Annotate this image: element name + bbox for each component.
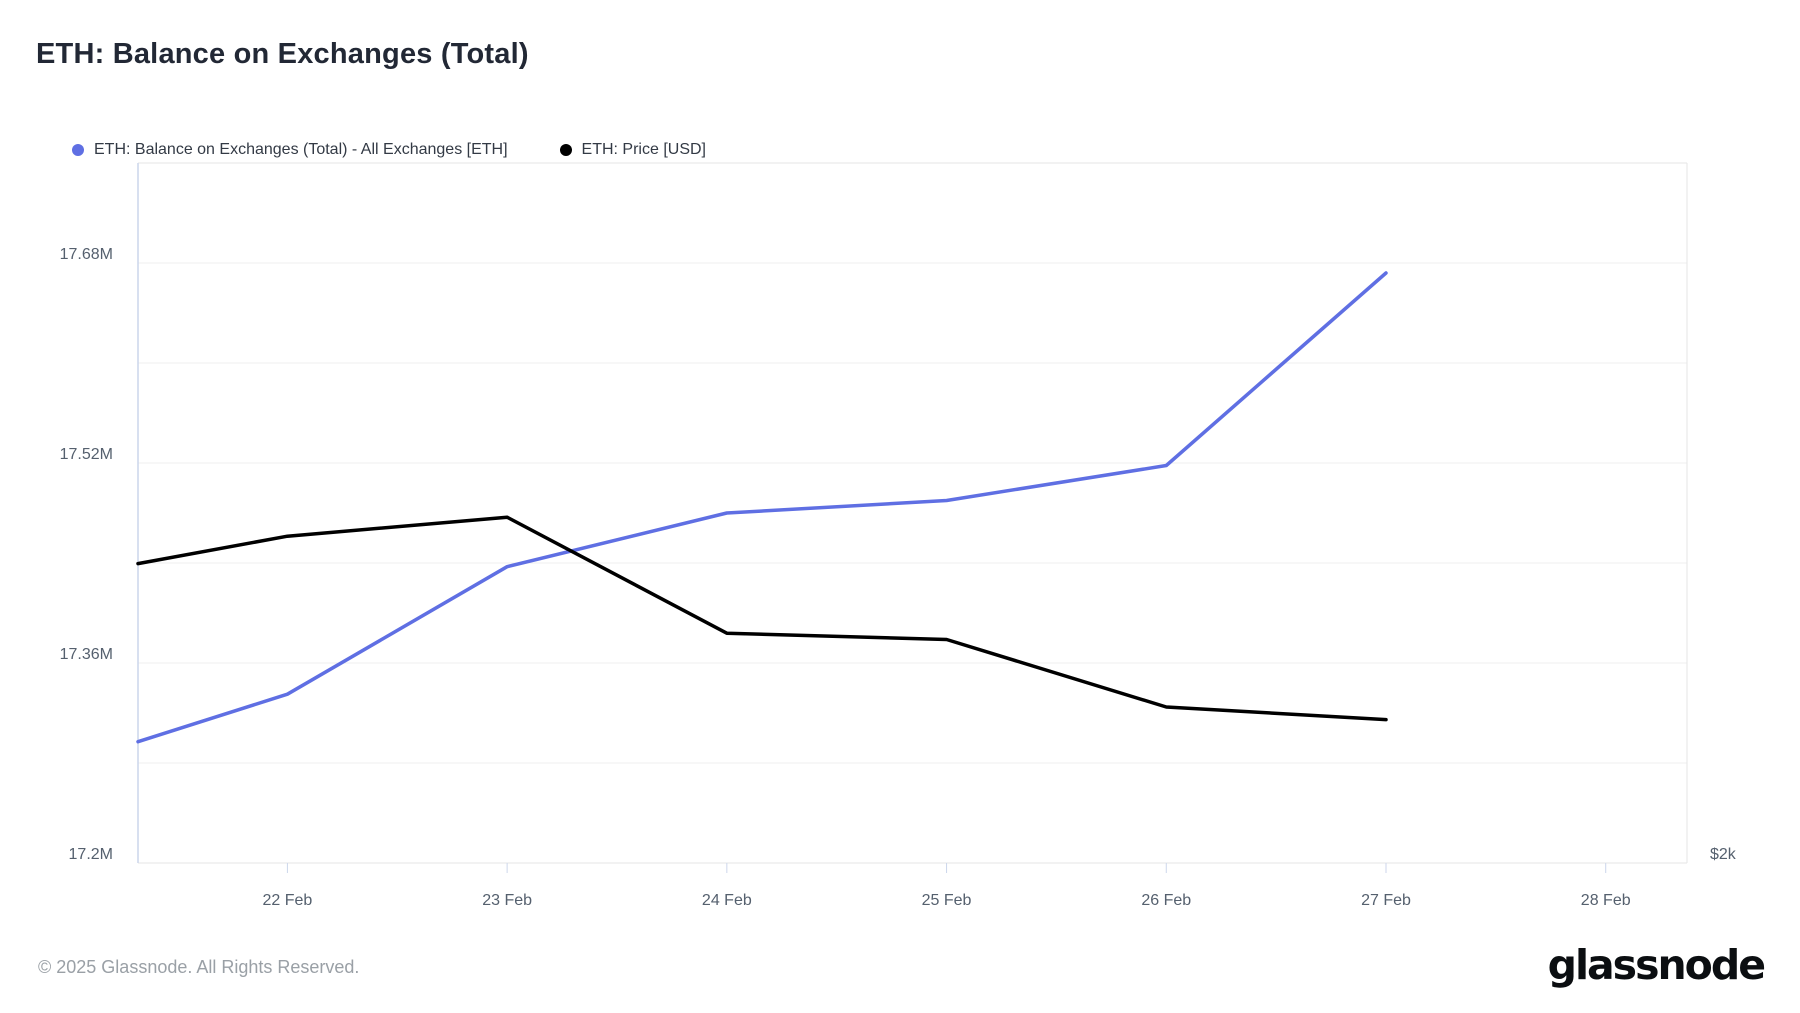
legend-dot-icon — [559, 144, 572, 156]
chart-legend: ETH: Balance on Exchanges (Total) - All … — [72, 138, 706, 162]
x-axis-tick-label: 26 Feb — [1141, 892, 1191, 909]
y-axis-tick-label: 17.52M — [60, 446, 113, 463]
x-axis-tick-label: 24 Feb — [702, 892, 752, 909]
y-axis-tick-label: 17.2M — [69, 846, 113, 863]
x-axis-tick-label: 23 Feb — [482, 892, 532, 909]
legend-item-price[interactable]: ETH: Price [USD] — [559, 141, 706, 159]
x-axis-tick-label: 27 Feb — [1361, 892, 1411, 909]
x-axis-tick-label: 28 Feb — [1581, 892, 1631, 909]
series-line-price[interactable] — [136, 515, 1388, 722]
y-axis-right-tick-label: $2k — [1710, 846, 1737, 863]
page-title: ETH: Balance on Exchanges (Total) — [36, 38, 529, 70]
glassnode-logo: glassnode — [1547, 941, 1766, 989]
legend-label: ETH: Price [USD] — [581, 141, 706, 158]
series-line-balance[interactable] — [136, 271, 1388, 744]
x-axis-tick-label: 25 Feb — [922, 892, 972, 909]
legend-dot-icon — [72, 144, 84, 156]
legend-label: ETH: Balance on Exchanges (Total) - All … — [94, 141, 508, 158]
copyright-text: © 2025 Glassnode. All Rights Reserved. — [38, 957, 360, 977]
y-axis-tick-label: 17.36M — [60, 646, 113, 663]
legend-item-balance[interactable]: ETH: Balance on Exchanges (Total) - All … — [72, 141, 508, 159]
x-axis-tick-label: 22 Feb — [263, 892, 313, 909]
y-axis-tick-label: 17.68M — [60, 246, 113, 263]
